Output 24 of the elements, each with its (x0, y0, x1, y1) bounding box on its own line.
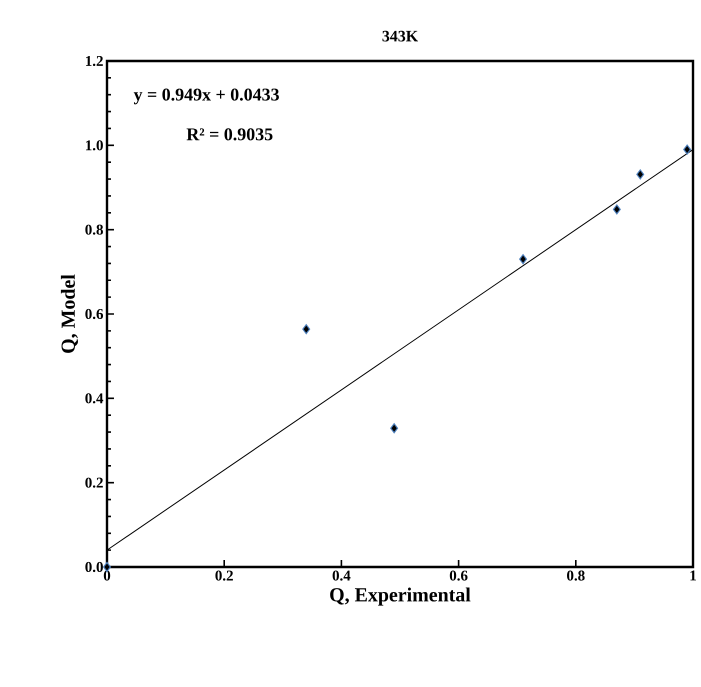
point (302, 324, 310, 334)
chart-title: 343K (382, 30, 418, 42)
annotation: y = 0.949x + 0.0433 (134, 88, 279, 104)
x-tick-label: 1 (690, 570, 696, 580)
x-tick-label: 0.6 (450, 570, 468, 581)
point (612, 204, 621, 215)
annotation: R² = 0.9035 (186, 128, 272, 140)
y-tick-label: 0.2 (85, 478, 103, 488)
x-tick-label: 0.8 (567, 570, 585, 581)
y-tick-label: 1.0 (86, 140, 103, 150)
point (636, 169, 644, 180)
y-tick-label: 0.0 (85, 562, 103, 572)
y-tick-label: 1.2 (86, 56, 103, 66)
x-axis-title: Q, Experimental (330, 588, 470, 606)
y-axis-title: Q, Model (60, 274, 78, 353)
y-tick-label: 0.8 (85, 224, 103, 235)
point (683, 144, 692, 155)
point (390, 423, 398, 434)
x-tick-label: 0 (104, 570, 110, 581)
point (519, 254, 528, 264)
x-tick-label: 0.4 (332, 570, 350, 581)
y-tick-label: 0.4 (85, 393, 104, 404)
x-tick-label: 0.2 (215, 570, 233, 581)
y-tick-label: 0.6 (85, 308, 104, 320)
